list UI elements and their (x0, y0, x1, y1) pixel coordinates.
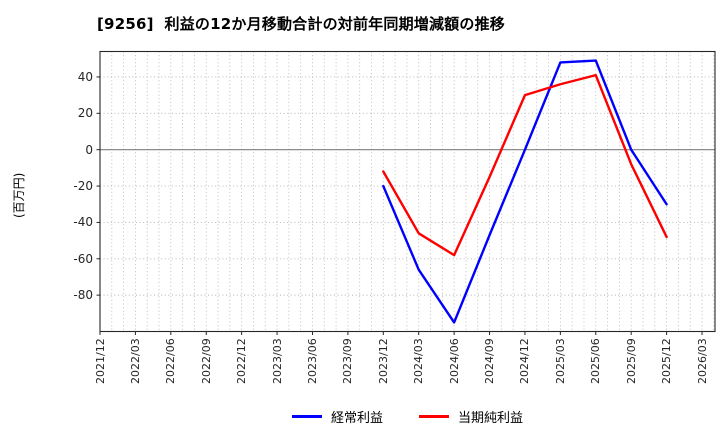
x-tick-label: 2023/03 (270, 338, 284, 384)
y-tick-label: -40 (73, 215, 93, 230)
legend-line-net-income-icon (419, 415, 449, 418)
x-tick-label: 2022/03 (128, 338, 142, 384)
y-tick-label: 40 (77, 69, 93, 84)
x-tick-label: 2024/09 (483, 338, 497, 384)
x-tick-label: 2025/03 (553, 338, 567, 384)
legend-item-ordinary-profit: 経常利益 (291, 407, 383, 426)
chart-title: [9256] 利益の12か月移動合計の対前年同期増減額の推移 (97, 15, 505, 33)
x-tick-label: 2022/06 (164, 338, 178, 384)
y-tick-label: -20 (73, 179, 93, 194)
x-tick-label: 2022/12 (235, 338, 249, 384)
x-tick-label: 2021/12 (93, 338, 107, 384)
x-tick-label: 2023/06 (305, 338, 319, 384)
x-tick-label: 2023/12 (376, 338, 390, 384)
x-tick-label: 2023/09 (341, 338, 355, 384)
x-tick-label: 2024/06 (447, 338, 461, 384)
series-line-ordinary-profit (382, 59, 668, 324)
legend: 経常利益 当期純利益 (100, 407, 715, 426)
y-tick-label: 20 (77, 106, 93, 121)
legend-item-net-income: 当期純利益 (419, 407, 523, 426)
x-tick-label: 2025/06 (589, 338, 603, 384)
legend-label-net-income: 当期純利益 (458, 411, 524, 426)
x-tick-label: 2022/09 (199, 338, 213, 384)
x-tick-label: 2026/03 (695, 338, 709, 384)
x-tick-label: 2024/03 (412, 338, 426, 384)
series-line-net-income (382, 73, 668, 257)
x-tick-label: 2025/09 (624, 338, 638, 384)
y-tick-label: -60 (73, 251, 93, 266)
x-tick-label: 2025/12 (660, 338, 674, 384)
x-tick-label: 2024/12 (518, 338, 532, 384)
plot-border (99, 50, 716, 333)
legend-line-ordinary-profit-icon (291, 415, 322, 418)
y-tick-label: 0 (85, 142, 93, 157)
legend-label-ordinary-profit: 経常利益 (330, 411, 383, 426)
y-tick-label: -80 (73, 288, 93, 303)
